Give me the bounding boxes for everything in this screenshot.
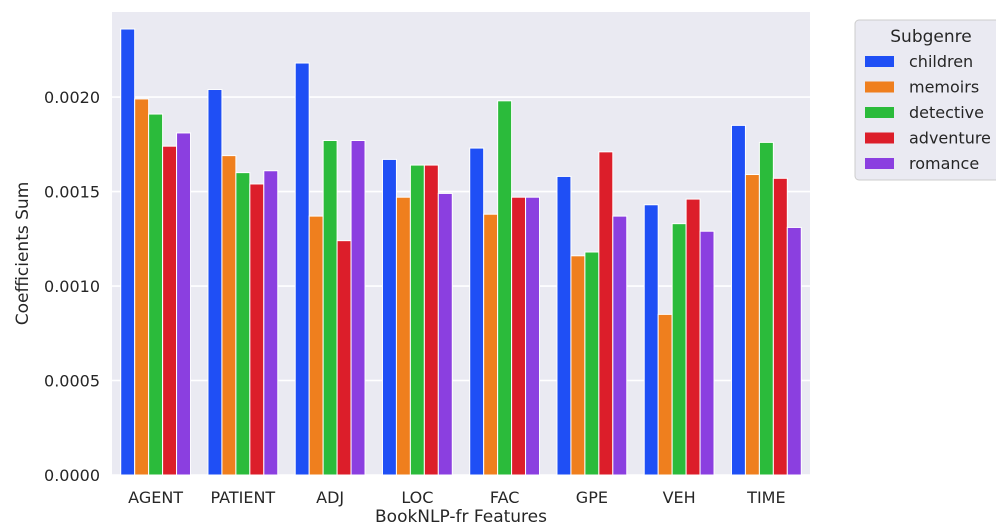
bar-children-time [730, 124, 746, 476]
legend-swatch-detective [865, 107, 894, 118]
bar-children-gpe [556, 175, 572, 476]
bar-memoirs-time [744, 174, 760, 476]
y-tick-label: 0.0015 [44, 183, 100, 202]
legend-label-children: children [909, 52, 973, 71]
bar-detective-loc [409, 164, 425, 476]
bar-detective-adj [322, 140, 338, 476]
bar-romance-fac [525, 196, 541, 476]
bar-detective-gpe [584, 251, 600, 476]
bar-memoirs-fac [483, 213, 499, 476]
y-tick-label: 0.0020 [44, 88, 100, 107]
x-tick-label: ADJ [316, 488, 344, 507]
y-tick-label: 0.0010 [44, 277, 100, 296]
bar-children-loc [381, 158, 397, 476]
bar-detective-fac [497, 100, 513, 476]
legend-label-adventure: adventure [909, 129, 991, 148]
legend-swatch-children [865, 56, 894, 67]
bar-children-agent [120, 28, 136, 476]
legend-label-detective: detective [909, 103, 984, 122]
bar-romance-time [786, 226, 802, 476]
bar-romance-patient [263, 170, 279, 476]
bar-children-fac [469, 147, 485, 476]
x-tick-label: VEH [663, 488, 696, 507]
bar-romance-adj [350, 140, 366, 476]
bar-children-adj [294, 62, 310, 476]
legend: Subgenre children memoirs detective adventur… [854, 19, 996, 181]
bar-detective-time [758, 141, 774, 476]
bar-memoirs-veh [657, 313, 673, 476]
legend-label-memoirs: memoirs [909, 78, 979, 97]
bar-memoirs-adj [308, 215, 324, 476]
x-tick-label: TIME [746, 488, 785, 507]
bar-adventure-gpe [598, 151, 614, 476]
legend-title: Subgenre [890, 27, 971, 47]
y-axis-title: Coefficients Sum [13, 182, 33, 326]
x-axis-title: BookNLP-fr Features [375, 507, 547, 524]
y-tick-label: 0.0000 [44, 466, 100, 485]
y-tick-label: 0.0005 [44, 372, 100, 391]
bar-adventure-adj [336, 240, 352, 476]
x-tick-label: LOC [401, 488, 433, 507]
bar-adventure-fac [511, 196, 527, 476]
bar-adventure-patient [249, 183, 265, 476]
bar-romance-loc [437, 192, 453, 476]
bar-romance-gpe [612, 215, 628, 476]
legend-swatch-romance [865, 158, 894, 169]
x-tick-label: FAC [490, 488, 520, 507]
bar-romance-veh [699, 230, 715, 476]
bar-memoirs-patient [221, 155, 237, 476]
bar-detective-agent [148, 113, 164, 476]
bar-adventure-loc [423, 164, 439, 476]
bar-adventure-veh [685, 198, 701, 476]
bar-memoirs-loc [395, 196, 411, 476]
legend-swatch-adventure [865, 132, 894, 144]
bar-adventure-agent [162, 145, 178, 476]
bar-children-patient [207, 88, 223, 476]
bar-children-veh [643, 204, 659, 476]
bar-adventure-time [772, 177, 788, 476]
x-tick-label: AGENT [128, 488, 183, 507]
bar-romance-agent [176, 132, 192, 476]
bar-memoirs-agent [134, 98, 150, 476]
bar-detective-patient [235, 172, 251, 476]
bar-detective-veh [671, 223, 687, 476]
x-tick-label: GPE [576, 488, 608, 507]
x-tick-label: PATIENT [211, 488, 276, 507]
legend-label-romance: romance [909, 154, 979, 173]
bar-memoirs-gpe [570, 255, 586, 476]
legend-swatch-memoirs [865, 81, 894, 93]
